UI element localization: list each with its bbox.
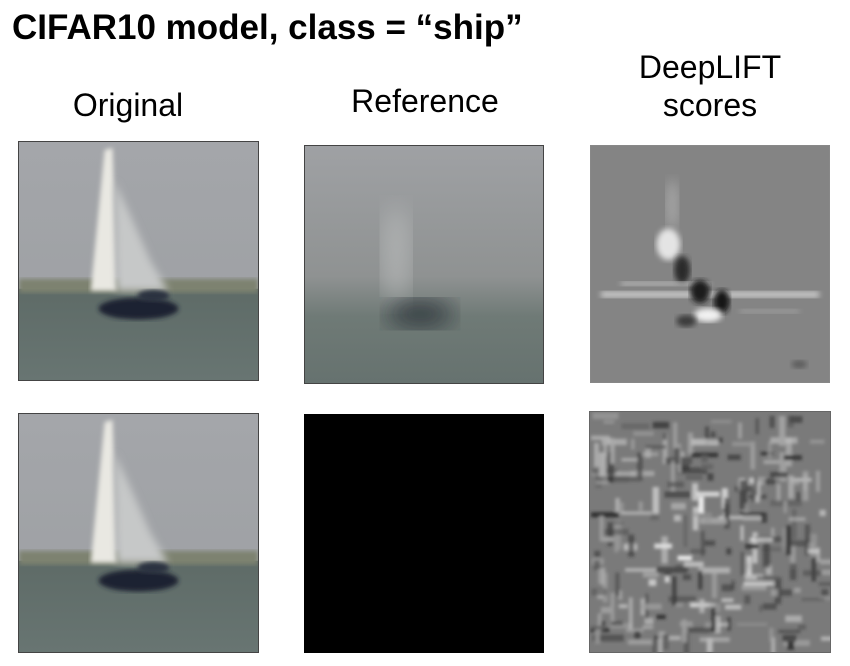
blurred-reference-image xyxy=(305,146,543,383)
column-header-original: Original xyxy=(72,87,184,123)
figure-title: CIFAR10 model, class = “ship” xyxy=(12,8,523,47)
sailboat-image xyxy=(19,414,258,652)
attribution-map xyxy=(590,412,830,652)
attribution-map xyxy=(591,146,829,382)
reference-image-row1 xyxy=(304,145,544,384)
sailboat-image xyxy=(19,142,258,380)
original-image-row2 xyxy=(18,413,259,653)
deeplift-scores-row1 xyxy=(590,145,830,383)
column-header-deeplift-scores: DeepLIFT scores xyxy=(638,49,782,123)
original-image-row1 xyxy=(18,141,259,381)
deeplift-scores-row2 xyxy=(589,411,831,653)
reference-image-row2 xyxy=(304,414,544,653)
column-header-reference: Reference xyxy=(351,83,499,119)
black-reference-image xyxy=(305,415,543,652)
